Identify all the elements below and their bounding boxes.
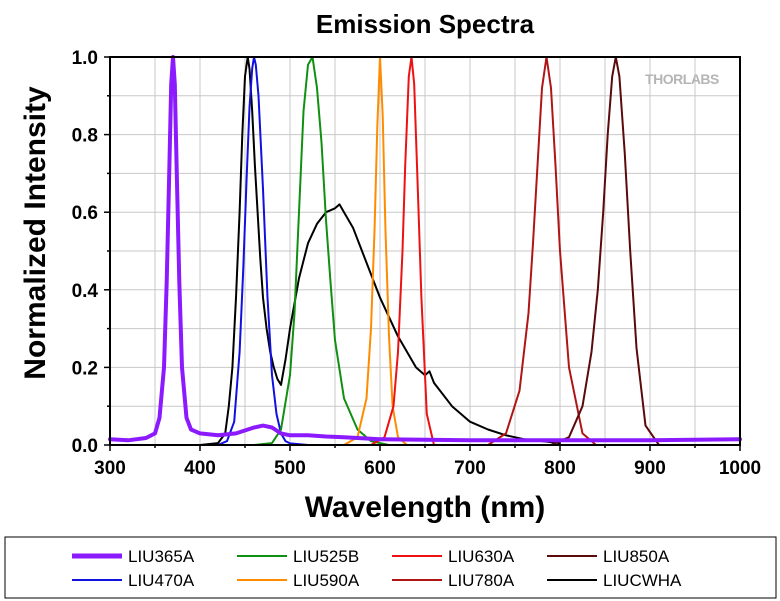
legend-label-liu780a: LIU780A (448, 571, 515, 590)
x-tick-label: 1000 (719, 458, 761, 479)
series-line-liu525b (253, 56, 390, 446)
y-tick-label: 0.6 (72, 203, 98, 224)
legend-box (4, 536, 777, 599)
legend-label-liu365a: LIU365A (128, 547, 195, 566)
legend-label-liu590a: LIU590A (293, 571, 360, 590)
x-tick-label: 700 (454, 458, 486, 479)
legend-label-liu630a: LIU630A (448, 547, 515, 566)
chart-title: Emission Spectra (316, 9, 535, 39)
legend-label-liu470a: LIU470A (128, 571, 195, 590)
y-tick-label: 0.4 (72, 281, 99, 302)
series-line-liu780a (487, 56, 597, 446)
x-tick-label: 600 (364, 458, 396, 479)
x-tick-label: 900 (634, 458, 666, 479)
legend-label-liu525b: LIU525B (293, 547, 359, 566)
x-axis-label: Wavelength (nm) (305, 491, 546, 524)
y-tick-label: 0.8 (72, 126, 98, 147)
series-line-liu850a (550, 56, 660, 446)
thorlabs-watermark: THORLABS (645, 71, 719, 87)
x-tick-label: 400 (184, 458, 216, 479)
x-tick-label: 500 (274, 458, 306, 479)
y-tick-label: 1.0 (72, 48, 98, 69)
series-line-liu365a (108, 55, 742, 443)
legend: LIU365A LIU470A LIU525B LIU590A LIU630A LIU78… (72, 547, 682, 590)
y-tick-label: 0.0 (72, 436, 98, 457)
series-line-liu630a (370, 56, 435, 446)
axis-ticks: 300 400 500 600 700 800 900 1000 0.0 0.2 0.4 0.6 0.8… (72, 48, 762, 479)
legend-label-liu850a: LIU850A (603, 547, 670, 566)
legend-label-liucwha: LIUCWHA (603, 571, 682, 590)
x-tick-label: 300 (94, 458, 126, 479)
y-axis-label: Normalized Intensity (19, 86, 52, 380)
y-tick-label: 0.2 (72, 358, 98, 379)
x-tick-label: 800 (544, 458, 576, 479)
